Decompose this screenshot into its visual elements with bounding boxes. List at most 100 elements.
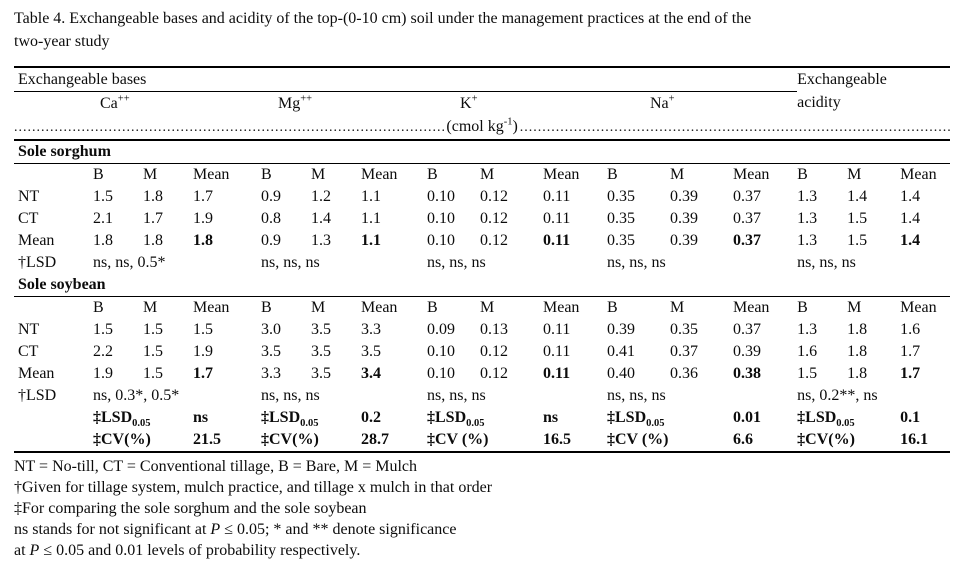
row-label: NT: [18, 188, 40, 205]
ion-name: Na: [650, 95, 669, 112]
ion-name: K: [460, 95, 472, 112]
lsd-label-text: ‡LSD: [427, 409, 467, 426]
section-title-row: Sole sorghum: [14, 140, 951, 164]
value-cell: 3.5: [311, 321, 331, 338]
overall-lsd-label-ca: ‡LSD0.05: [93, 407, 193, 429]
value-cell: 1.8: [143, 232, 163, 249]
value-cell: 1.8: [847, 321, 868, 338]
footnote-double-dagger: ‡For comparing the sole sorghum and the …: [14, 500, 367, 517]
row-label: CT: [18, 343, 39, 360]
value-cell: 1.4: [900, 188, 921, 205]
lsd-sub: 0.05: [132, 418, 151, 429]
unit-exponent: -1: [503, 116, 513, 128]
unit-label: (cmol kg-1): [444, 115, 519, 138]
value-cell: 1.5: [143, 321, 163, 338]
value-cell: 1.1: [361, 232, 381, 249]
value-cell: 1.4: [900, 210, 921, 227]
col-header: B: [261, 299, 272, 316]
value-cell: 1.7: [900, 343, 921, 360]
col-header: M: [311, 299, 326, 316]
footnotes: NT = No-till, CT = Conventional tillage,…: [14, 456, 954, 561]
lsd-sub: 0.05: [466, 418, 485, 429]
value-cell: 1.5: [143, 343, 163, 360]
value-cell: 0.9: [261, 188, 281, 205]
footnote-text: ns stands for not significant at: [14, 521, 211, 538]
col-header: B: [93, 299, 104, 316]
value-cell: 1.7: [143, 210, 163, 227]
col-header: B: [427, 166, 438, 183]
ion-header-mg: Mg++: [261, 92, 427, 116]
p-symbol: P: [210, 521, 221, 538]
row-label: Mean: [18, 232, 55, 249]
value-cell: 0.39: [607, 321, 635, 338]
dots-left: ........................................…: [14, 120, 444, 135]
bases-header: Exchangeable bases: [14, 67, 798, 92]
row-label: †LSD: [18, 387, 57, 404]
col-header: B: [93, 166, 104, 183]
value-cell: 0.39: [733, 343, 761, 360]
value-cell: 0.8: [261, 210, 281, 227]
data-row: NT 1.5 1.5 1.5 3.0 3.5 3.3 0.09 0.13 0.11 0.39 0.35…: [14, 319, 950, 341]
value-cell: 0.37: [733, 232, 761, 249]
value-cell: 3.3: [261, 365, 281, 382]
footnote-abbreviations: NT = No-till, CT = Conventional tillage,…: [14, 458, 418, 475]
footnote-significance-2: at P ≤ 0.05 and 0.01 levels of probabili…: [14, 540, 954, 561]
unit-cell: ........................................…: [14, 115, 951, 141]
unit-close: ): [512, 118, 518, 135]
value-cell: 0.38: [733, 365, 761, 382]
value-cell: 0.37: [733, 188, 761, 205]
overall-lsd-value-mg: 0.2: [361, 409, 381, 426]
value-cell: 2.1: [93, 210, 113, 227]
value-cell: 1.4: [847, 188, 868, 205]
lsd-value: ns, ns, ns: [607, 387, 666, 404]
value-cell: 0.39: [670, 210, 698, 227]
value-cell: 1.8: [93, 232, 113, 249]
value-cell: 0.10: [427, 188, 455, 205]
col-header: B: [797, 299, 808, 316]
lsd-value: ns, ns, ns: [261, 387, 320, 404]
empty-cell: [14, 164, 93, 187]
acidity-header-line2: acidity: [797, 94, 841, 111]
lsd-label-text: ‡LSD: [261, 409, 301, 426]
lsd-value: ns, ns, ns: [797, 254, 856, 271]
row-label: †LSD: [18, 254, 57, 271]
table-caption: Table 4. Exchangeable bases and acidity …: [14, 7, 959, 53]
footnote-text: ≤ 0.05 and 0.01 levels of probability re…: [39, 542, 361, 559]
col-header: Mean: [193, 299, 230, 316]
lsd-row: †LSD ns, 0.3*, 0.5* ns, ns, ns ns, ns, ns ns…: [14, 385, 950, 407]
bases-header-row: Exchangeable bases Exchangeable acidity: [14, 67, 950, 111]
ion-charge: ++: [117, 93, 130, 105]
ion-name: Ca: [100, 95, 118, 112]
acidity-header: Exchangeable acidity: [797, 67, 950, 115]
col-header: M: [480, 299, 495, 316]
col-header: B: [797, 166, 808, 183]
ion-charge: ++: [300, 93, 313, 105]
table-header: Exchangeable bases Exchangeable acidity …: [14, 67, 951, 141]
section-title: Sole soybean: [14, 274, 951, 297]
lsd-label-text: ‡LSD: [93, 409, 133, 426]
value-cell: 1.8: [847, 343, 868, 360]
value-cell: 1.9: [193, 210, 213, 227]
col-header: B: [427, 299, 438, 316]
value-cell: 0.12: [480, 210, 508, 227]
value-cell: 1.7: [193, 188, 213, 205]
value-cell: 0.13: [480, 321, 508, 338]
value-cell: 1.5: [93, 321, 113, 338]
value-cell: 0.11: [543, 343, 571, 360]
caption-line-1: Table 4. Exchangeable bases and acidity …: [14, 10, 752, 27]
lsd-value: ns, ns, ns: [427, 254, 486, 271]
overall-lsd-value-na: 0.01: [733, 409, 761, 426]
value-cell: 0.39: [670, 232, 698, 249]
unit-dotted-line: ........................................…: [14, 115, 950, 138]
value-cell: 0.10: [427, 343, 455, 360]
value-cell: 0.12: [480, 232, 508, 249]
lsd-sub: 0.05: [646, 418, 665, 429]
ion-charge: +: [471, 93, 478, 105]
col-header: Mean: [361, 166, 398, 183]
value-cell: 0.36: [670, 365, 698, 382]
row-label: CT: [18, 210, 39, 227]
value-cell: 0.37: [733, 210, 761, 227]
value-cell: 3.5: [311, 343, 331, 360]
overall-cv-label-mg: ‡CV(%): [261, 429, 361, 453]
